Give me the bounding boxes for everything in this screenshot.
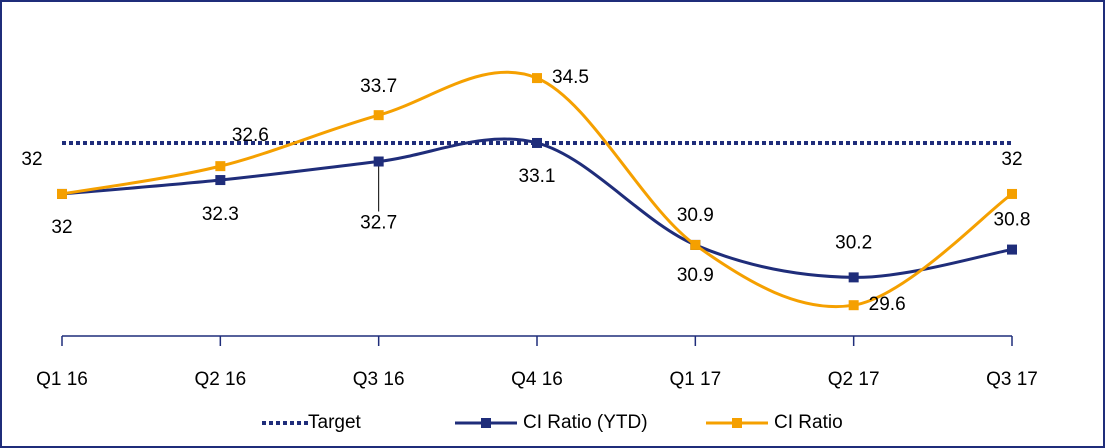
- marker: [532, 137, 542, 148]
- marker: [215, 175, 226, 186]
- legend-marker: [732, 418, 742, 428]
- marker: [373, 156, 384, 167]
- marker: [532, 73, 542, 84]
- legend-marker: [481, 418, 491, 428]
- data-label: 32.7: [360, 213, 397, 234]
- data-label: 33.7: [360, 76, 397, 97]
- x-tick-label: Q4 16: [511, 369, 563, 390]
- data-label: 29.6: [869, 294, 906, 315]
- data-label: 32.3: [202, 204, 239, 225]
- x-tick-label: Q2 17: [828, 369, 880, 390]
- x-tick-label: Q1 17: [669, 369, 721, 390]
- data-label: 32: [21, 149, 42, 170]
- marker: [848, 272, 859, 283]
- marker: [57, 188, 67, 199]
- marker: [690, 239, 701, 250]
- data-label: 30.9: [677, 265, 714, 286]
- data-label: 32: [51, 217, 72, 238]
- data-label: 30.8: [994, 210, 1031, 231]
- marker: [848, 300, 859, 311]
- x-tick-label: Q2 16: [194, 369, 246, 390]
- data-label: 32: [1001, 149, 1022, 170]
- data-label: 30.2: [835, 232, 872, 253]
- data-label: 32.6: [232, 125, 269, 146]
- marker: [373, 110, 384, 121]
- legend-label: CI Ratio: [774, 412, 843, 433]
- x-tick-label: Q3 16: [353, 369, 405, 390]
- x-tick-label: Q1 16: [36, 369, 88, 390]
- marker: [1007, 244, 1017, 255]
- data-label: 33.1: [519, 166, 556, 187]
- data-label: 34.5: [552, 67, 589, 88]
- marker: [215, 161, 226, 172]
- x-tick-label: Q3 17: [986, 369, 1038, 390]
- marker: [1007, 188, 1017, 199]
- legend-label: Target: [308, 412, 362, 433]
- data-label: 30.9: [677, 205, 714, 226]
- legend-label: CI Ratio (YTD): [523, 412, 648, 433]
